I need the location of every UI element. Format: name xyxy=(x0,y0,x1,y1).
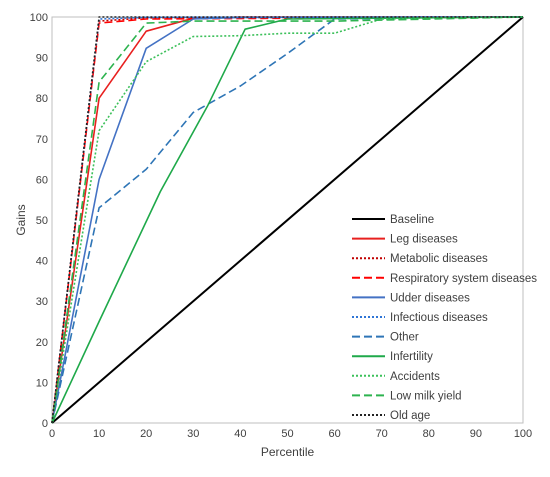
legend-label: Old age xyxy=(390,410,430,422)
legend-label: Infertility xyxy=(390,351,433,363)
y-tick-label: 10 xyxy=(36,377,48,389)
x-tick-label: 0 xyxy=(49,428,55,440)
y-tick-label: 30 xyxy=(36,296,48,308)
legend-label: Baseline xyxy=(390,214,434,226)
series-line-other xyxy=(51,16,524,424)
legend-label: Infectious diseases xyxy=(390,312,488,324)
x-axis-ticks: 0 10 20 30 40 50 60 70 80 90 100 xyxy=(49,428,532,440)
y-tick-label: 50 xyxy=(36,215,48,227)
series-layer xyxy=(51,16,524,424)
x-tick-label: 30 xyxy=(187,428,199,440)
x-tick-label: 20 xyxy=(140,428,152,440)
series-line-accidents xyxy=(51,16,524,424)
y-axis-ticks: 0 10 20 30 40 50 60 70 80 90 100 xyxy=(30,12,48,430)
x-tick-label: 80 xyxy=(423,428,435,440)
y-tick-label: 0 xyxy=(42,418,48,430)
legend-label: Metabolic diseases xyxy=(390,253,488,265)
x-tick-label: 40 xyxy=(234,428,246,440)
series-line-old-age xyxy=(51,16,523,424)
x-tick-label: 90 xyxy=(470,428,482,440)
y-tick-label: 40 xyxy=(36,256,48,268)
x-tick-label: 60 xyxy=(328,428,340,440)
y-tick-label: 60 xyxy=(36,174,48,186)
legend-label: Accidents xyxy=(390,371,440,383)
series-line-baseline xyxy=(51,16,524,424)
legend-label: Leg diseases xyxy=(390,234,458,246)
legend-label: Udder diseases xyxy=(390,292,470,304)
y-tick-label: 100 xyxy=(30,12,48,24)
y-tick-label: 90 xyxy=(36,53,48,65)
y-tick-label: 80 xyxy=(36,93,48,105)
x-axis-title: Percentile xyxy=(261,445,315,459)
y-tick-label: 20 xyxy=(36,337,48,349)
x-tick-label: 70 xyxy=(376,428,388,440)
legend-label: Other xyxy=(390,332,419,344)
legend-label: Respiratory system diseases xyxy=(390,273,537,285)
y-axis-title: Gains xyxy=(14,204,28,235)
x-tick-label: 10 xyxy=(93,428,105,440)
y-tick-label: 70 xyxy=(36,134,48,146)
legend-label: Low milk yield xyxy=(390,390,462,402)
legend: Baseline Leg diseases Metabolic diseases Re… xyxy=(352,214,537,422)
x-tick-label: 100 xyxy=(514,428,532,440)
x-tick-label: 50 xyxy=(281,428,293,440)
series-line-infertility xyxy=(51,16,524,424)
